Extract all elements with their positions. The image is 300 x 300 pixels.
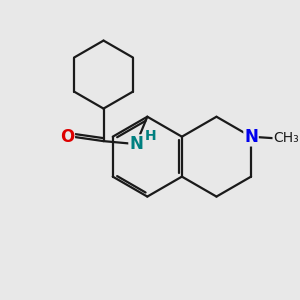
Text: N: N xyxy=(129,135,143,153)
Text: N: N xyxy=(244,128,258,146)
Text: CH₃: CH₃ xyxy=(273,131,298,145)
Text: O: O xyxy=(60,128,74,146)
Text: H: H xyxy=(145,129,157,143)
